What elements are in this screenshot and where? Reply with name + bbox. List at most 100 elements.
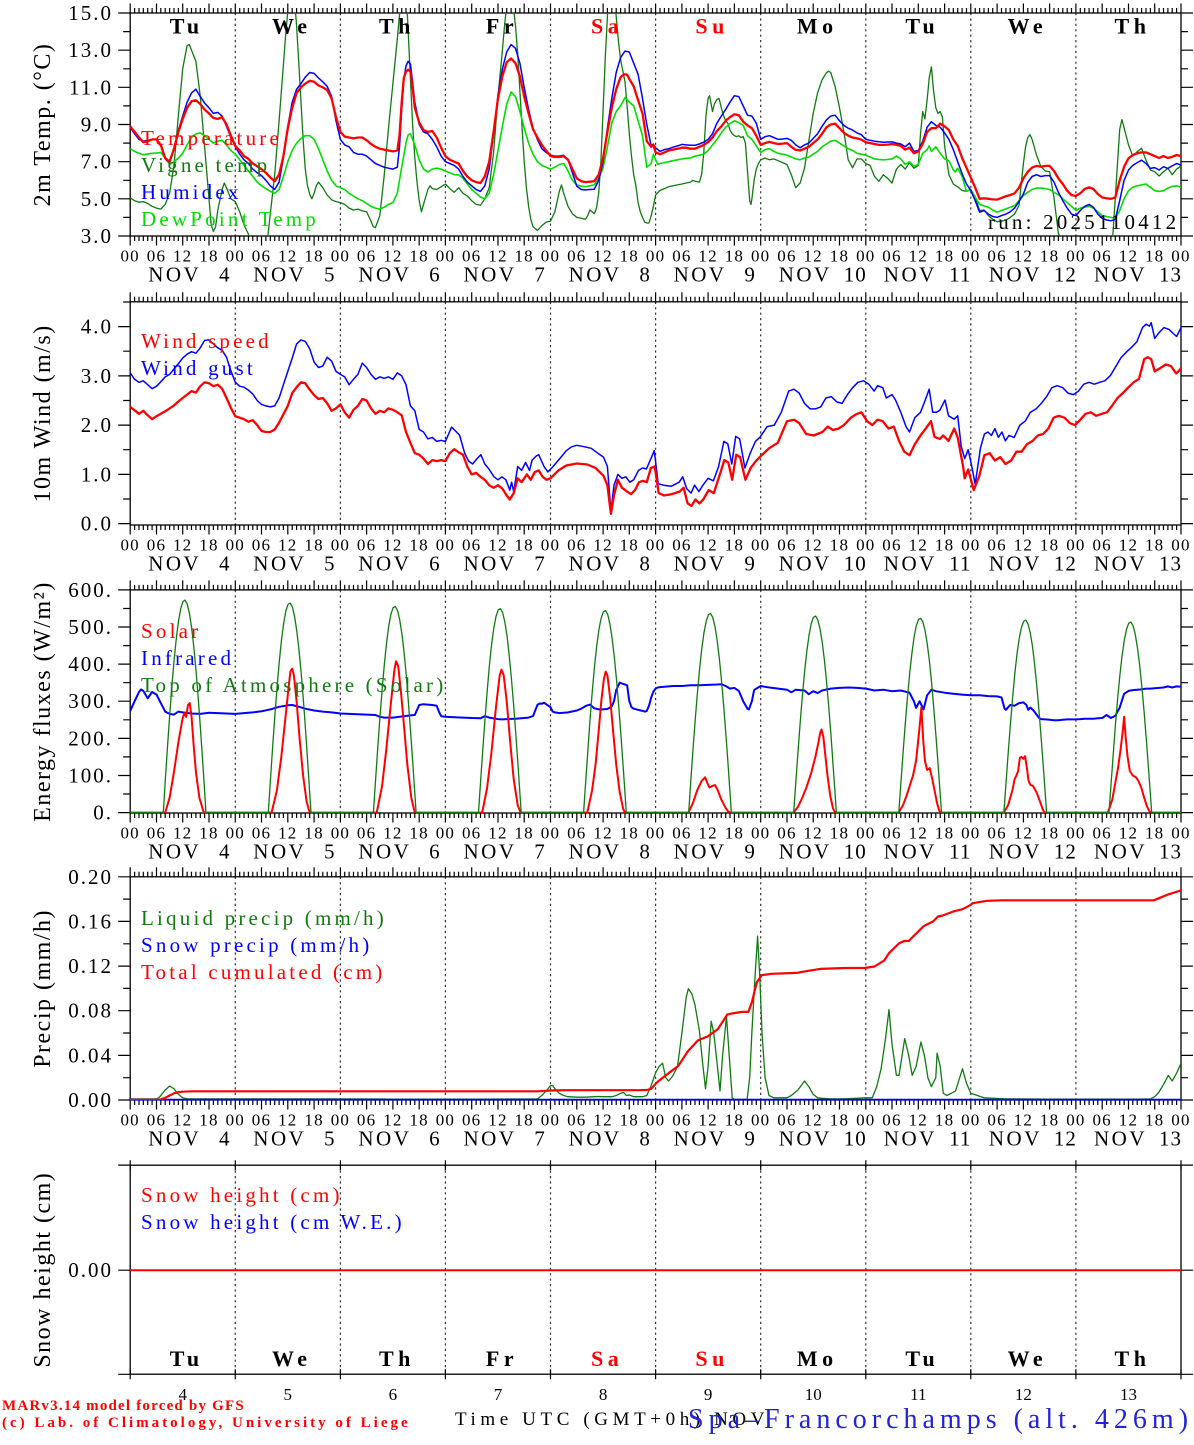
svg-text:00: 00 [1171,247,1190,266]
svg-text:NOV: NOV [674,840,727,864]
svg-text:6: 6 [429,1127,441,1151]
svg-text:Snow precip (mm/h): Snow precip (mm/h) [141,933,372,957]
svg-text:12: 12 [1054,1127,1077,1151]
svg-text:12: 12 [1119,824,1138,843]
svg-text:Th: Th [379,1346,415,1371]
svg-text:0.0: 0.0 [81,512,113,536]
svg-text:11.0: 11.0 [69,75,113,99]
svg-text:12: 12 [593,824,612,843]
svg-text:500.: 500. [68,615,113,639]
svg-text:00: 00 [1066,1111,1085,1130]
svg-text:06: 06 [357,536,376,555]
svg-text:12: 12 [803,1111,822,1130]
svg-text:NOV: NOV [779,552,832,576]
svg-text:12: 12 [1119,536,1138,555]
svg-text:06: 06 [252,824,271,843]
svg-text:400.: 400. [68,652,113,676]
svg-text:06: 06 [252,1111,271,1130]
svg-text:06: 06 [882,247,901,266]
svg-text:NOV: NOV [989,840,1042,864]
svg-text:NOV: NOV [464,552,517,576]
svg-text:18: 18 [514,247,533,266]
svg-text:12: 12 [383,824,402,843]
svg-text:12: 12 [698,824,717,843]
svg-text:18: 18 [514,536,533,555]
svg-text:00: 00 [120,247,139,266]
svg-text:00: 00 [331,824,350,843]
svg-text:Mo: Mo [797,14,838,39]
svg-text:13: 13 [1159,263,1182,287]
svg-text:06: 06 [147,1111,166,1130]
svg-text:12: 12 [278,1111,297,1130]
svg-text:10: 10 [805,1385,822,1404]
svg-text:7: 7 [534,1127,546,1151]
svg-text:NOV: NOV [148,840,201,864]
svg-text:600.: 600. [68,578,113,602]
svg-text:13.0: 13.0 [68,38,113,62]
svg-text:Energy fluxes (W/m²): Energy fluxes (W/m²) [30,581,56,822]
svg-text:00: 00 [436,247,455,266]
svg-text:06: 06 [567,824,586,843]
svg-text:12: 12 [1054,263,1077,287]
svg-text:Vigne temp: Vigne temp [141,153,270,177]
svg-text:NOV: NOV [1094,840,1147,864]
svg-text:Temperature: Temperature [141,126,282,150]
svg-text:18: 18 [1040,824,1059,843]
svg-text:100.: 100. [68,764,113,788]
svg-text:00: 00 [436,824,455,843]
svg-text:11: 11 [910,1385,926,1404]
svg-text:00: 00 [751,247,770,266]
svg-text:NOV: NOV [148,552,201,576]
svg-text:12: 12 [698,536,717,555]
svg-text:12: 12 [803,536,822,555]
svg-text:00: 00 [751,824,770,843]
svg-text:18: 18 [1145,1111,1164,1130]
svg-text:7.0: 7.0 [81,150,113,174]
svg-text:0.04: 0.04 [68,1043,113,1067]
svg-text:00: 00 [226,1111,245,1130]
svg-text:00: 00 [1171,1111,1190,1130]
svg-text:06: 06 [567,1111,586,1130]
svg-text:00: 00 [226,536,245,555]
svg-text:18: 18 [935,247,954,266]
svg-text:06: 06 [252,247,271,266]
svg-text:NOV: NOV [779,263,832,287]
svg-text:18: 18 [1145,824,1164,843]
svg-text:9: 9 [744,1127,756,1151]
svg-text:00: 00 [961,824,980,843]
svg-text:18: 18 [725,247,744,266]
svg-text:4: 4 [219,1127,231,1151]
svg-text:9: 9 [744,840,756,864]
svg-text:18: 18 [935,824,954,843]
svg-text:12: 12 [383,247,402,266]
svg-text:5: 5 [324,552,336,576]
svg-text:MARv3.14 model forced by GFS: MARv3.14 model forced by GFS [2,1398,245,1414]
svg-text:00: 00 [226,824,245,843]
svg-text:18: 18 [620,247,639,266]
svg-text:00: 00 [541,824,560,843]
svg-text:12: 12 [803,824,822,843]
svg-text:7: 7 [494,1385,503,1404]
svg-text:12: 12 [593,247,612,266]
svg-text:00: 00 [646,247,665,266]
svg-text:Th: Th [379,14,415,39]
svg-text:18: 18 [830,824,849,843]
svg-text:NOV: NOV [674,263,727,287]
svg-text:5.0: 5.0 [81,187,113,211]
svg-text:10: 10 [844,1127,867,1151]
svg-text:10: 10 [844,263,867,287]
svg-text:Tu: Tu [170,14,204,39]
svg-text:06: 06 [1092,247,1111,266]
svg-text:00: 00 [961,536,980,555]
svg-text:8: 8 [599,1385,608,1404]
svg-text:Fr: Fr [486,1346,518,1371]
svg-text:00: 00 [1066,536,1085,555]
svg-text:18: 18 [1040,1111,1059,1130]
svg-text:NOV: NOV [148,263,201,287]
svg-text:00: 00 [541,1111,560,1130]
svg-text:12: 12 [1054,840,1077,864]
svg-text:NOV: NOV [358,840,411,864]
svg-text:18: 18 [514,824,533,843]
svg-text:12: 12 [488,247,507,266]
svg-text:9: 9 [744,552,756,576]
